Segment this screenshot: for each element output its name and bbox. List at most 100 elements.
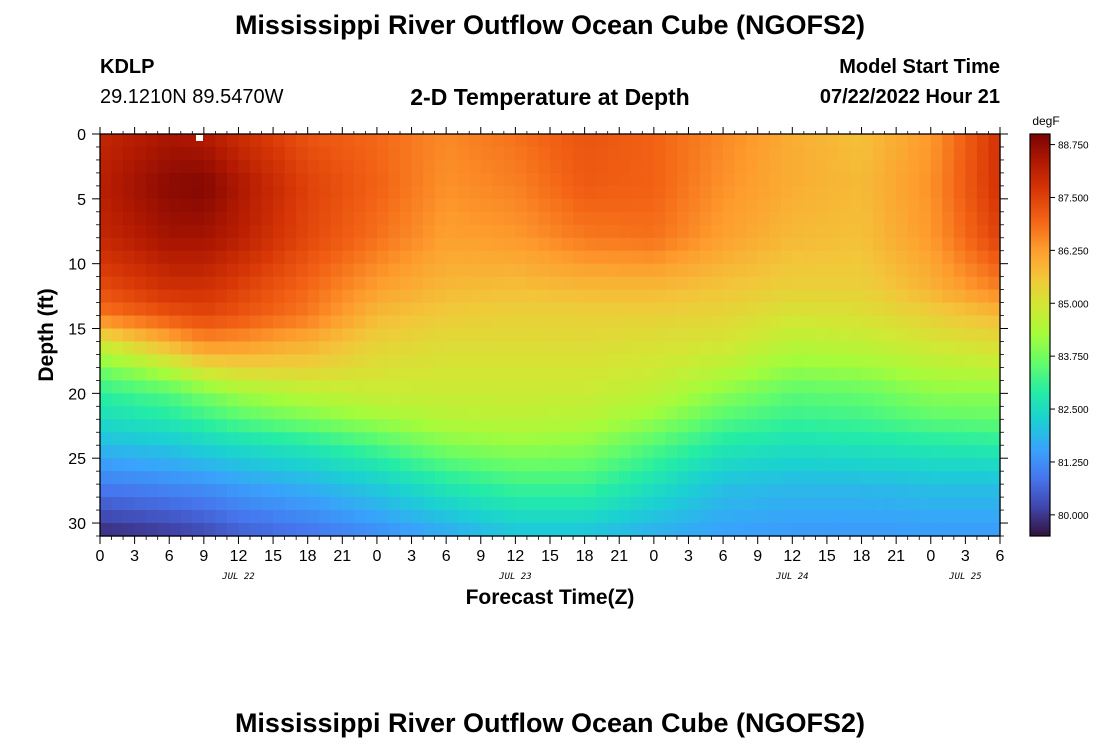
heatmap-cell (134, 445, 147, 459)
heatmap-cell (423, 289, 436, 304)
heatmap-cell (873, 458, 886, 472)
heatmap-cell (861, 380, 874, 394)
heatmap-cell (780, 315, 793, 330)
heatmap-cell (700, 134, 713, 148)
heatmap-cell (861, 523, 874, 537)
heatmap-cell (596, 393, 609, 407)
heatmap-cell (665, 302, 678, 317)
heatmap-cell (342, 458, 355, 472)
heatmap-cell (376, 237, 390, 252)
heatmap-cell (180, 172, 193, 187)
heatmap-cell (653, 134, 666, 148)
heatmap-cell (757, 315, 770, 330)
heatmap-cell (157, 263, 170, 278)
heatmap-cell (434, 419, 447, 433)
heatmap-cell (653, 497, 666, 511)
heatmap-cell (630, 341, 643, 356)
heatmap-cell (573, 211, 586, 226)
heatmap-cell (734, 419, 747, 433)
heatmap-cell (584, 445, 597, 459)
heatmap-cell (134, 497, 147, 511)
heatmap-cell (803, 523, 816, 537)
heatmap-cell (423, 263, 436, 278)
heatmap-cell (976, 341, 990, 356)
heatmap-cell (665, 146, 678, 161)
heatmap-cell (353, 445, 366, 459)
heatmap-cell (100, 510, 113, 524)
heatmap-cell (700, 380, 713, 394)
heatmap-cell (446, 172, 459, 187)
heatmap-cell (838, 497, 851, 511)
heatmap-cell (619, 432, 632, 446)
heatmap-cell (723, 393, 736, 407)
heatmap-cell (492, 302, 505, 317)
heatmap-cell (665, 315, 678, 330)
heatmap-cell (688, 159, 701, 174)
heatmap-cell (746, 276, 759, 291)
heatmap-cell (723, 185, 736, 200)
heatmap-cell (226, 406, 240, 420)
heatmap-cell (434, 237, 447, 252)
heatmap-cell (861, 198, 874, 213)
heatmap-cell (757, 380, 770, 394)
heatmap-cell (538, 315, 551, 330)
heatmap-cell (434, 250, 447, 265)
heatmap-cell (273, 146, 286, 161)
heatmap-cell (353, 328, 366, 343)
heatmap-cell (884, 406, 897, 420)
heatmap-cell (353, 146, 366, 161)
heatmap-cell (596, 134, 609, 148)
x-tick-label: 18 (576, 548, 594, 565)
heatmap-cell (757, 367, 770, 381)
heatmap-cell (676, 406, 690, 420)
heatmap-cell (919, 432, 932, 446)
heatmap-cell (365, 172, 378, 187)
heatmap-cell (792, 510, 805, 524)
heatmap-cell (723, 237, 736, 252)
heatmap-cell (411, 393, 424, 407)
heatmap-cell (330, 445, 343, 459)
heatmap-cell (919, 185, 932, 200)
heatmap-cell (238, 523, 251, 537)
heatmap-cell (676, 263, 690, 278)
heatmap-cell (792, 497, 805, 511)
heatmap-cell (238, 380, 251, 394)
heatmap-cell (423, 159, 436, 174)
heatmap-cell (711, 393, 724, 407)
heatmap-cell (434, 134, 447, 148)
heatmap-cell (550, 134, 563, 148)
heatmap-cell (250, 185, 263, 200)
heatmap-cell (873, 198, 886, 213)
heatmap-cell (411, 523, 424, 537)
heatmap-cell (538, 276, 551, 291)
heatmap-cell (192, 198, 205, 213)
heatmap-cell (250, 484, 263, 498)
heatmap-cell (157, 224, 170, 239)
heatmap-cell (769, 185, 782, 200)
heatmap-cell (261, 445, 274, 459)
heatmap-cell (319, 380, 332, 394)
heatmap-cell (457, 367, 470, 381)
heatmap-cell (226, 134, 240, 148)
heatmap-cell (550, 302, 563, 317)
heatmap-cell (942, 263, 955, 278)
heatmap-cell (826, 445, 840, 459)
heatmap-cell (607, 276, 620, 291)
heatmap-cell (192, 354, 205, 369)
heatmap-cell (815, 198, 828, 213)
heatmap-cell (261, 471, 274, 485)
heatmap-cell (896, 432, 909, 446)
heatmap-cell (757, 523, 770, 537)
heatmap-cell (111, 185, 124, 200)
heatmap-cell (342, 432, 355, 446)
heatmap-cell (711, 419, 724, 433)
heatmap-cell (215, 510, 228, 524)
heatmap-cell (469, 146, 482, 161)
heatmap-cell (700, 172, 713, 187)
heatmap-cell (896, 172, 909, 187)
heatmap-cell (307, 432, 320, 446)
heatmap-cell (365, 211, 378, 226)
heatmap-cell (538, 458, 551, 472)
heatmap-cell (134, 276, 147, 291)
heatmap-cell (700, 523, 713, 537)
